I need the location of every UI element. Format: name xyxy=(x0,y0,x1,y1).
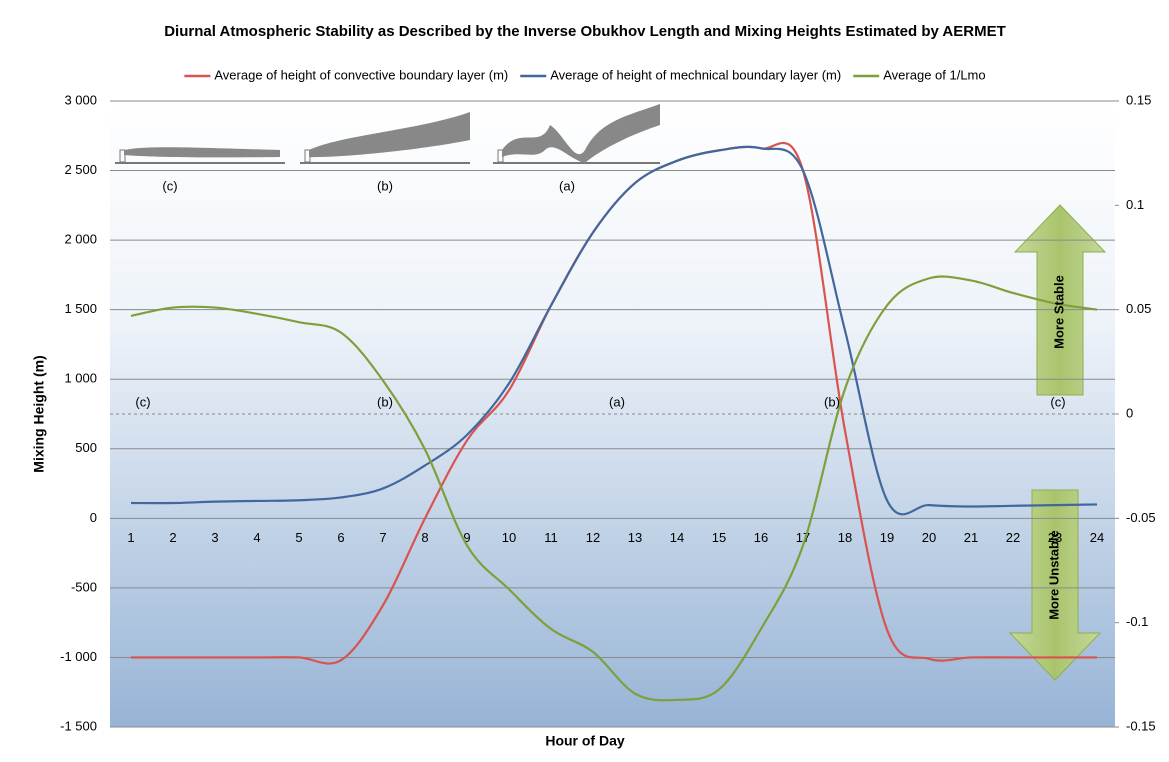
x-tick-label: 22 xyxy=(1006,530,1020,545)
y-tick-label: 3 000 xyxy=(64,92,97,107)
y-tick-label: 1 500 xyxy=(64,301,97,316)
x-tick-label: 11 xyxy=(544,530,558,545)
y2-tick-label: 0 xyxy=(1126,405,1133,420)
y-tick-label: -1 500 xyxy=(60,718,97,733)
x-tick-label: 14 xyxy=(670,530,684,545)
annotation: (c) xyxy=(162,178,177,193)
x-tick-label: 2 xyxy=(169,530,176,545)
x-tick-label: 8 xyxy=(421,530,428,545)
y-tick-label: -1 000 xyxy=(60,649,97,664)
annotation: (a) xyxy=(609,394,625,409)
y-tick-label: 2 500 xyxy=(64,162,97,177)
x-axis-title: Hour of Day xyxy=(545,733,625,749)
legend: Average of height of convective boundary… xyxy=(184,67,985,82)
x-tick-label: 7 xyxy=(379,530,386,545)
y-tick-label: 0 xyxy=(90,510,97,525)
annotation: More Stable xyxy=(1051,275,1066,349)
x-tick-label: 20 xyxy=(922,530,936,545)
y2-tick-label: -0.15 xyxy=(1126,718,1156,733)
x-tick-label: 4 xyxy=(253,530,260,545)
annotation: (b) xyxy=(377,178,393,193)
annotation: (b) xyxy=(824,394,840,409)
legend-label: Average of height of convective boundary… xyxy=(214,67,508,82)
chart-title: Diurnal Atmospheric Stability as Describ… xyxy=(164,23,1006,40)
y2-tick-label: 0.1 xyxy=(1126,197,1144,212)
x-tick-label: 6 xyxy=(337,530,344,545)
y-tick-label: 1 000 xyxy=(64,371,97,386)
y2-tick-label: 0.15 xyxy=(1126,92,1151,107)
x-tick-label: 3 xyxy=(211,530,218,545)
x-tick-label: 16 xyxy=(754,530,768,545)
y2-tick-label: -0.1 xyxy=(1126,614,1148,629)
legend-label: Average of height of mechnical boundary … xyxy=(550,67,841,82)
x-tick-label: 18 xyxy=(838,530,852,545)
chart: Diurnal Atmospheric Stability as Describ… xyxy=(0,0,1169,762)
x-tick-label: 15 xyxy=(712,530,726,545)
x-tick-label: 19 xyxy=(880,530,894,545)
annotation: (b) xyxy=(377,394,393,409)
annotation: More Unstable xyxy=(1046,530,1061,620)
y-axis-title: Mixing Height (m) xyxy=(31,355,47,472)
y2-tick-label: 0.05 xyxy=(1126,301,1151,316)
x-tick-label: 21 xyxy=(964,530,978,545)
y2-tick-label: -0.05 xyxy=(1126,510,1156,525)
annotation: (c) xyxy=(1050,394,1065,409)
x-tick-label: 10 xyxy=(502,530,516,545)
x-tick-label: 12 xyxy=(586,530,600,545)
x-tick-label: 24 xyxy=(1090,530,1104,545)
x-tick-label: 1 xyxy=(127,530,134,545)
y-tick-label: -500 xyxy=(71,579,97,594)
annotation: (c) xyxy=(135,394,150,409)
annotation: (a) xyxy=(559,178,575,193)
y-tick-label: 500 xyxy=(75,440,97,455)
y-tick-label: 2 000 xyxy=(64,232,97,247)
x-tick-label: 13 xyxy=(628,530,642,545)
legend-label: Average of 1/Lmo xyxy=(883,67,985,82)
x-tick-label: 5 xyxy=(295,530,302,545)
